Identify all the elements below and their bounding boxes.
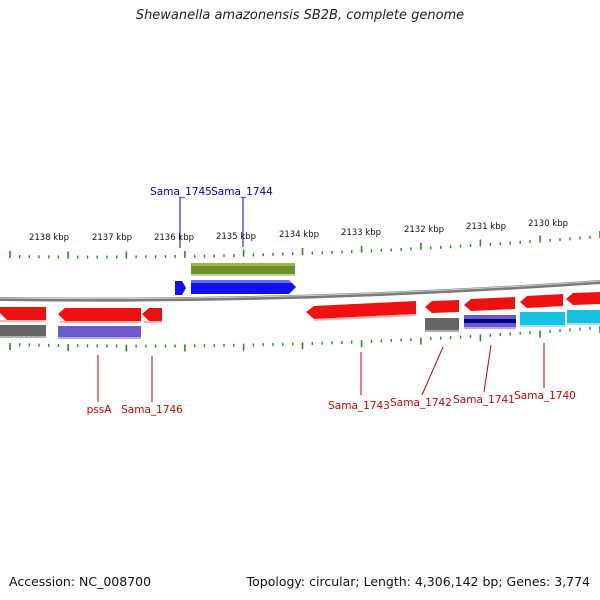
- kbp-label: 2132 kbp: [404, 225, 444, 235]
- kbp-label: 2138 kbp: [29, 233, 69, 243]
- accession-text: Accession: NC_008700: [9, 574, 152, 589]
- kbp-label: 2135 kbp: [216, 232, 256, 242]
- gene-sama-1746[interactable]: [142, 308, 162, 323]
- kbp-label: 2133 kbp: [341, 228, 381, 238]
- tick-marks-inner: [9, 326, 600, 352]
- gene-sama-1745[interactable]: [175, 281, 186, 295]
- gene-label-sama-1742[interactable]: Sama_1742: [390, 397, 452, 409]
- gene-right-edge[interactable]: [566, 292, 600, 325]
- genome-backbone-highlight: [0, 280, 600, 300]
- gene-pssA[interactable]: [58, 308, 141, 339]
- gene-labels-top: Sama_1745 Sama_1744: [150, 186, 273, 198]
- gene-label-sama-1744[interactable]: Sama_1744: [211, 186, 273, 198]
- forward-strand-genes: [175, 263, 296, 295]
- gene-label-sama-1745[interactable]: Sama_1745: [150, 186, 212, 198]
- gene-labels-bottom: pssA Sama_1746 Sama_1743 Sama_1742 Sama_…: [87, 390, 576, 416]
- gene-sama-1744[interactable]: [191, 280, 296, 294]
- gene-sama-1743[interactable]: [306, 301, 416, 321]
- label-connectors: [97, 197, 545, 402]
- gene-sama-1742[interactable]: [425, 300, 459, 332]
- gene-olive-block[interactable]: [191, 263, 295, 276]
- reverse-strand-genes: [0, 292, 600, 339]
- genome-backbone: [0, 280, 600, 302]
- gene-label-sama-1743[interactable]: Sama_1743: [328, 400, 390, 412]
- gene-label-sama-1740[interactable]: Sama_1740: [514, 390, 576, 402]
- gene-sama-1740[interactable]: [520, 294, 565, 327]
- kbp-label: 2134 kbp: [279, 230, 319, 240]
- genome-summary-text: Topology: circular; Length: 4,306,142 bp…: [246, 574, 590, 589]
- kbp-label: 2136 kbp: [154, 233, 194, 243]
- gene-sama-1741[interactable]: [464, 297, 516, 329]
- map-title: Shewanella amazonensis SB2B, complete ge…: [135, 8, 465, 23]
- gene-label-sama-1741[interactable]: Sama_1741: [453, 394, 515, 406]
- kbp-label: 2131 kbp: [466, 222, 506, 232]
- kbp-scale: 2138 kbp 2137 kbp 2136 kbp 2135 kbp 2134…: [29, 219, 568, 243]
- kbp-label: 2137 kbp: [92, 233, 132, 243]
- gene-label-pssA[interactable]: pssA: [87, 404, 113, 416]
- gene-left-edge[interactable]: [0, 307, 46, 338]
- tick-marks-outer: [9, 231, 600, 259]
- kbp-label: 2130 kbp: [528, 219, 568, 229]
- gene-label-sama-1746[interactable]: Sama_1746: [121, 404, 183, 416]
